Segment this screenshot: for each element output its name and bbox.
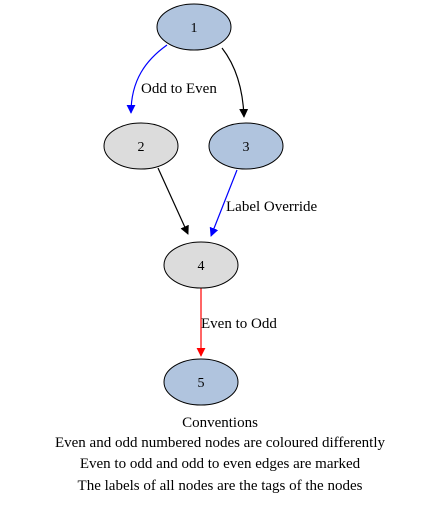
node-1-shape <box>156 3 232 51</box>
node-5: 5 <box>163 358 239 406</box>
node-3-label: 3 <box>243 140 250 155</box>
node-3-shape <box>208 122 284 170</box>
node-2-shape <box>103 122 179 170</box>
node-4-label: 4 <box>198 259 205 274</box>
node-3: 3 <box>208 122 284 170</box>
caption-line-2: Even to odd and odd to even edges are ma… <box>80 456 361 472</box>
caption-line-1: Even and odd numbered nodes are coloured… <box>55 435 386 451</box>
caption: Conventions Even and odd numbered nodes … <box>55 415 386 494</box>
edge-1-to-2 <box>126 44 168 114</box>
edge-label-4-to-5: Even to Odd <box>201 316 277 332</box>
caption-line-3: The labels of all nodes are the tags of … <box>78 478 363 494</box>
edge-3-to-4 <box>209 169 238 237</box>
node-4: 4 <box>163 241 239 289</box>
node-1-label: 1 <box>191 21 198 36</box>
edge-1-to-3 <box>221 47 249 118</box>
node-1: 1 <box>156 3 232 51</box>
node-5-shape <box>163 358 239 406</box>
node-2: 2 <box>103 122 179 170</box>
caption-title: Conventions <box>182 415 258 431</box>
edge-2-to-4 <box>157 167 189 235</box>
node-5-label: 5 <box>198 376 205 391</box>
node-2-label: 2 <box>138 140 145 155</box>
nodes: 1 2 3 4 5 <box>103 3 284 406</box>
node-4-shape <box>163 241 239 289</box>
edge-label-1-to-2: Odd to Even <box>141 81 217 97</box>
edges: Odd to Even Label Override Even to Odd <box>126 44 318 357</box>
edge-label-3-to-4: Label Override <box>226 199 318 215</box>
